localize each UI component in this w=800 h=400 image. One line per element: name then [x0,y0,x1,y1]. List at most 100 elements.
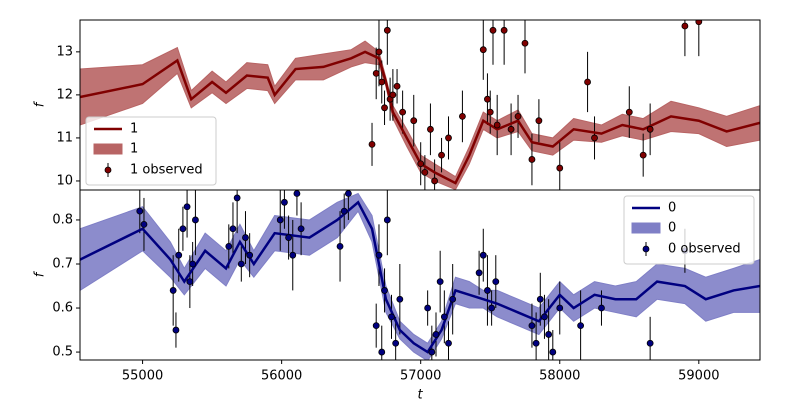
observed-point [532,339,540,347]
observed-point [192,216,199,224]
observed-point [521,39,529,47]
observed-point [427,125,434,133]
observed-point [389,91,397,99]
observed-point [381,287,388,294]
observed-point [528,156,536,163]
x-tick-label: 58000 [539,369,580,384]
observed-point [479,46,487,54]
y-axis-label: f [33,100,48,107]
observed-point [186,278,194,286]
observed-point [514,113,522,120]
x-tick-label: 59000 [678,369,719,384]
x-tick-label: 55000 [122,369,163,384]
observed-point [486,108,494,116]
x-tick-label: 56000 [261,369,302,384]
observed-point [475,269,483,277]
legend-box [85,116,217,186]
y-tick-label: 0.5 [52,345,73,360]
y-tick-label: 10 [56,173,73,188]
legend: 1 1 1 observed [85,116,217,186]
observed-point [598,304,605,312]
observed-point [289,251,297,259]
observed-point [584,78,591,86]
axes-frame [79,189,761,361]
y-tick-label: 11 [56,130,73,145]
legend: 0 0 0 observed [623,195,755,265]
observed-point [421,168,429,176]
legend-label: 0 [668,201,676,216]
observed-point [393,82,401,90]
y-tick-label: 0.6 [52,301,73,316]
observed-point [169,287,177,294]
observed-point [399,108,407,116]
observed-point [528,322,536,330]
observed-point [535,117,543,125]
observed-point [549,348,557,356]
observed-point [479,251,487,259]
observed-point [445,339,452,347]
observed-point [368,140,376,148]
y-tick-label: 13 [56,44,73,59]
observed-point [375,48,383,56]
observed-point [625,108,633,116]
observed-point [375,251,383,259]
observed-point [556,304,564,312]
observed-point [281,198,288,206]
observed-point [536,295,544,303]
confidence-band [80,192,760,360]
model-line [80,200,760,354]
observed-point [381,104,388,112]
observed-point [242,234,249,241]
observed-point [493,121,501,129]
observed-point [646,339,654,347]
observed-point [541,313,548,321]
observed-point [459,113,466,120]
observed-point [489,26,497,34]
y-tick-label: 0.7 [52,256,73,271]
y-tick-label: 0.8 [52,212,73,227]
observed-point [297,225,305,233]
observed-point [246,251,254,259]
observed-point [428,348,436,356]
observed-point [140,220,148,228]
observed-point [484,287,491,294]
observed-point [372,322,380,330]
observed-point [488,304,496,312]
observed-point [388,313,395,321]
legend-patch [93,143,123,155]
observed-point [396,295,404,303]
legend-label: 1 observed [130,163,203,178]
legend-label: 0 [668,221,676,236]
observed-point [237,260,245,268]
observed-point [136,207,144,215]
observed-point [681,22,689,30]
observed-point [695,20,703,26]
observed-point [449,295,457,303]
legend-marker [642,245,650,253]
observed-point [179,225,187,233]
plot-area [80,190,760,360]
observed-point [507,125,515,133]
legend-patch [631,222,661,234]
observed-point [417,160,425,168]
observed-point [431,177,439,185]
observed-point [378,348,386,356]
observed-point [424,304,432,312]
observed-point [440,313,448,321]
observed-point [500,26,508,34]
observed-point [646,125,654,133]
observed-point [233,194,241,202]
observed-point [285,234,292,241]
observed-point [225,242,233,250]
model-line [80,50,760,185]
legend-label: 0 observed [668,242,741,257]
observed-point [372,69,380,77]
observed-point [410,117,418,125]
observed-point [293,190,301,197]
observed-point [340,207,348,215]
observed-point [175,251,183,259]
plot-area [80,20,760,190]
observed-point [229,225,237,233]
observed-point [172,326,180,334]
